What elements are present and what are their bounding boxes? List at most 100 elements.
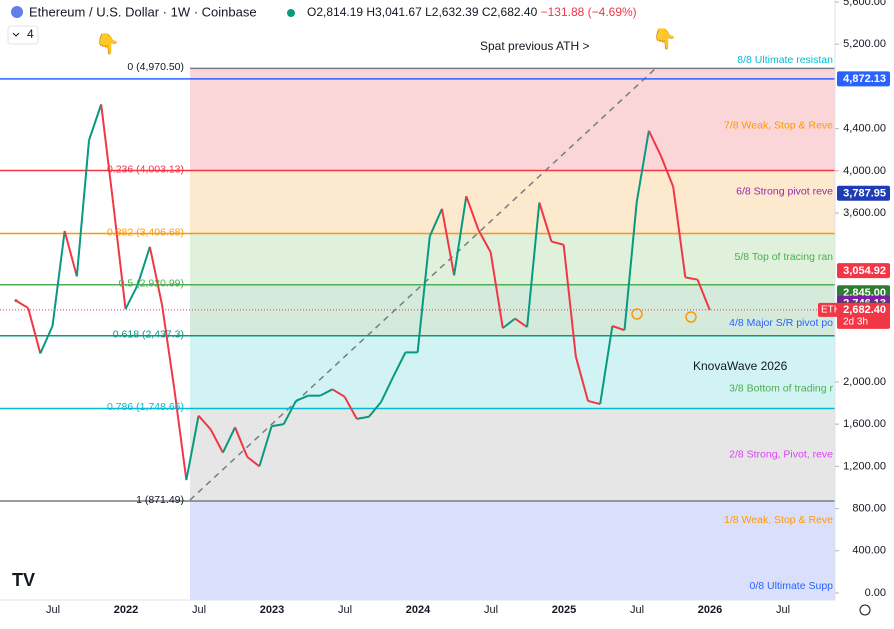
price-segment — [551, 240, 564, 246]
price-segment — [185, 415, 200, 481]
price-segment — [489, 251, 504, 329]
price-segment — [428, 208, 443, 237]
murrey-label: 1/8 Weak, Stop & Reve — [724, 514, 833, 526]
price-badge-label: 3,787.95 — [843, 188, 886, 200]
price-segment — [282, 400, 297, 425]
indicator-toggle[interactable] — [7, 25, 39, 45]
murrey-label: 4/8 Major S/R pivot po — [729, 317, 833, 329]
x-tick-label: Jul — [338, 604, 352, 616]
price-segment — [63, 230, 78, 277]
settings-icon[interactable] — [859, 604, 871, 616]
y-tick-label: 5,600.00 — [843, 0, 886, 8]
fib-label: 0.236 (4,003.13) — [107, 163, 184, 175]
price-segment — [465, 195, 480, 231]
price-segment — [209, 428, 224, 454]
price-segment — [392, 351, 407, 378]
open: O2,814.19 — [307, 5, 363, 19]
price-segment — [647, 130, 662, 157]
price-segment — [39, 325, 54, 354]
fib-label: 0 (4,970.50) — [127, 61, 184, 73]
fib-label: 0.618 (2,437.3) — [113, 329, 184, 341]
price-badge-label: 3,054.92 — [843, 265, 886, 277]
price-segment — [15, 299, 29, 309]
high: H3,041.67 — [366, 5, 422, 19]
ohlc: O2,814.19 H3,041.67 L2,632.39 C2,682.40 … — [307, 5, 637, 19]
price-segment — [100, 104, 115, 205]
price-segment — [124, 284, 139, 310]
fib-label: 1 (871.49) — [136, 494, 184, 506]
x-tick-label: 2024 — [406, 604, 431, 616]
murrey-label: 0/8 Ultimate Supp — [750, 580, 834, 592]
price-segment — [295, 394, 309, 402]
fib-label: 0.5 (2,920.99) — [119, 278, 184, 290]
y-tick-label: 5,200.00 — [843, 38, 886, 50]
price-segment — [453, 196, 468, 276]
price-segment — [562, 244, 577, 357]
fib-zone — [190, 335, 835, 409]
price-segment — [440, 208, 456, 276]
x-tick-label: Jul — [192, 604, 206, 616]
murrey-label: 7/8 Weak, Stop & Reve — [724, 120, 833, 132]
price-segment — [672, 186, 687, 278]
price-segment — [696, 279, 711, 311]
murrey-label: 2/8 Strong, Pivot, reve — [729, 448, 833, 460]
y-tick-label: 400.00 — [852, 545, 886, 557]
pointer-emoji: 👇 — [95, 32, 120, 55]
y-tick-label: 0.00 — [865, 587, 886, 599]
price-segment — [136, 246, 151, 286]
price-badge — [837, 185, 890, 201]
price-segment — [635, 130, 650, 203]
price-segment — [173, 388, 188, 481]
price-segment — [246, 456, 261, 468]
x-tick-label: Jul — [630, 604, 644, 616]
price-segment — [538, 202, 553, 242]
y-tick-label: 2,000.00 — [843, 376, 886, 388]
status-dot — [287, 9, 295, 17]
symbol-title: Ethereum / U.S. Dollar · 1W · Coinbase — [29, 4, 257, 19]
murrey-label: 6/8 Strong pivot reve — [736, 185, 833, 197]
x-tick-label: 2026 — [698, 604, 722, 616]
y-tick-label: 3,600.00 — [843, 207, 886, 219]
price-segment — [258, 425, 273, 467]
price-badge — [837, 71, 890, 87]
countdown: 2d 3h — [843, 317, 868, 328]
price-segment — [623, 202, 638, 331]
price-segment — [148, 246, 164, 306]
price-segment — [271, 423, 284, 428]
price-segment — [27, 307, 42, 354]
price-segment — [514, 317, 528, 328]
murrey-label: 5/8 Top of tracing ran — [735, 251, 834, 263]
price-segment — [197, 415, 212, 431]
x-tick-label: Jul — [776, 604, 790, 616]
fib-zone — [190, 170, 835, 234]
marker — [631, 308, 643, 320]
y-tick-label: 4,000.00 — [843, 165, 886, 177]
price-segment — [75, 140, 91, 277]
close: C2,682.40 — [482, 5, 538, 19]
price-segment — [612, 325, 625, 332]
price-segment — [416, 236, 431, 353]
last-price-badge — [837, 302, 890, 329]
price-segment — [356, 415, 370, 420]
annotation: Spat previous ATH > — [480, 39, 590, 53]
price-segment — [331, 388, 346, 398]
y-tick-label: 1,200.00 — [843, 460, 886, 472]
price-segment — [380, 376, 395, 403]
chevron — [12, 32, 20, 37]
annotation: KnovaWave 2026 — [693, 359, 788, 373]
marker — [685, 311, 697, 323]
fib-trend-line — [189, 68, 656, 501]
x-tick-label: Jul — [46, 604, 60, 616]
price-segment — [599, 325, 614, 405]
price-segment — [319, 388, 333, 397]
fib-zone — [190, 408, 835, 502]
price-segment — [234, 426, 249, 458]
price-segment — [161, 304, 176, 389]
y-tick-label: 4,400.00 — [843, 123, 886, 135]
price-segment — [51, 230, 66, 327]
x-tick-label: 2025 — [552, 604, 576, 616]
fib-zone — [190, 68, 835, 171]
price-segment — [343, 396, 358, 420]
price-segment — [660, 155, 675, 188]
